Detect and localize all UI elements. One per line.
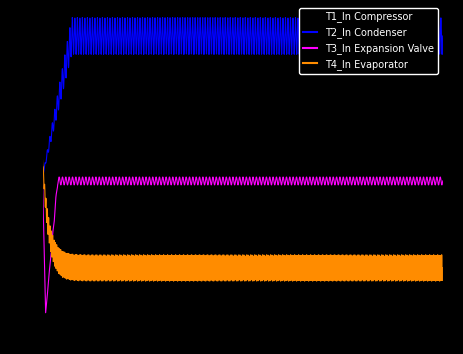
Legend: T1_In Compressor, T2_In Condenser, T3_In Expansion Valve, T4_In Evaporator: T1_In Compressor, T2_In Condenser, T3_In… [299, 8, 438, 74]
